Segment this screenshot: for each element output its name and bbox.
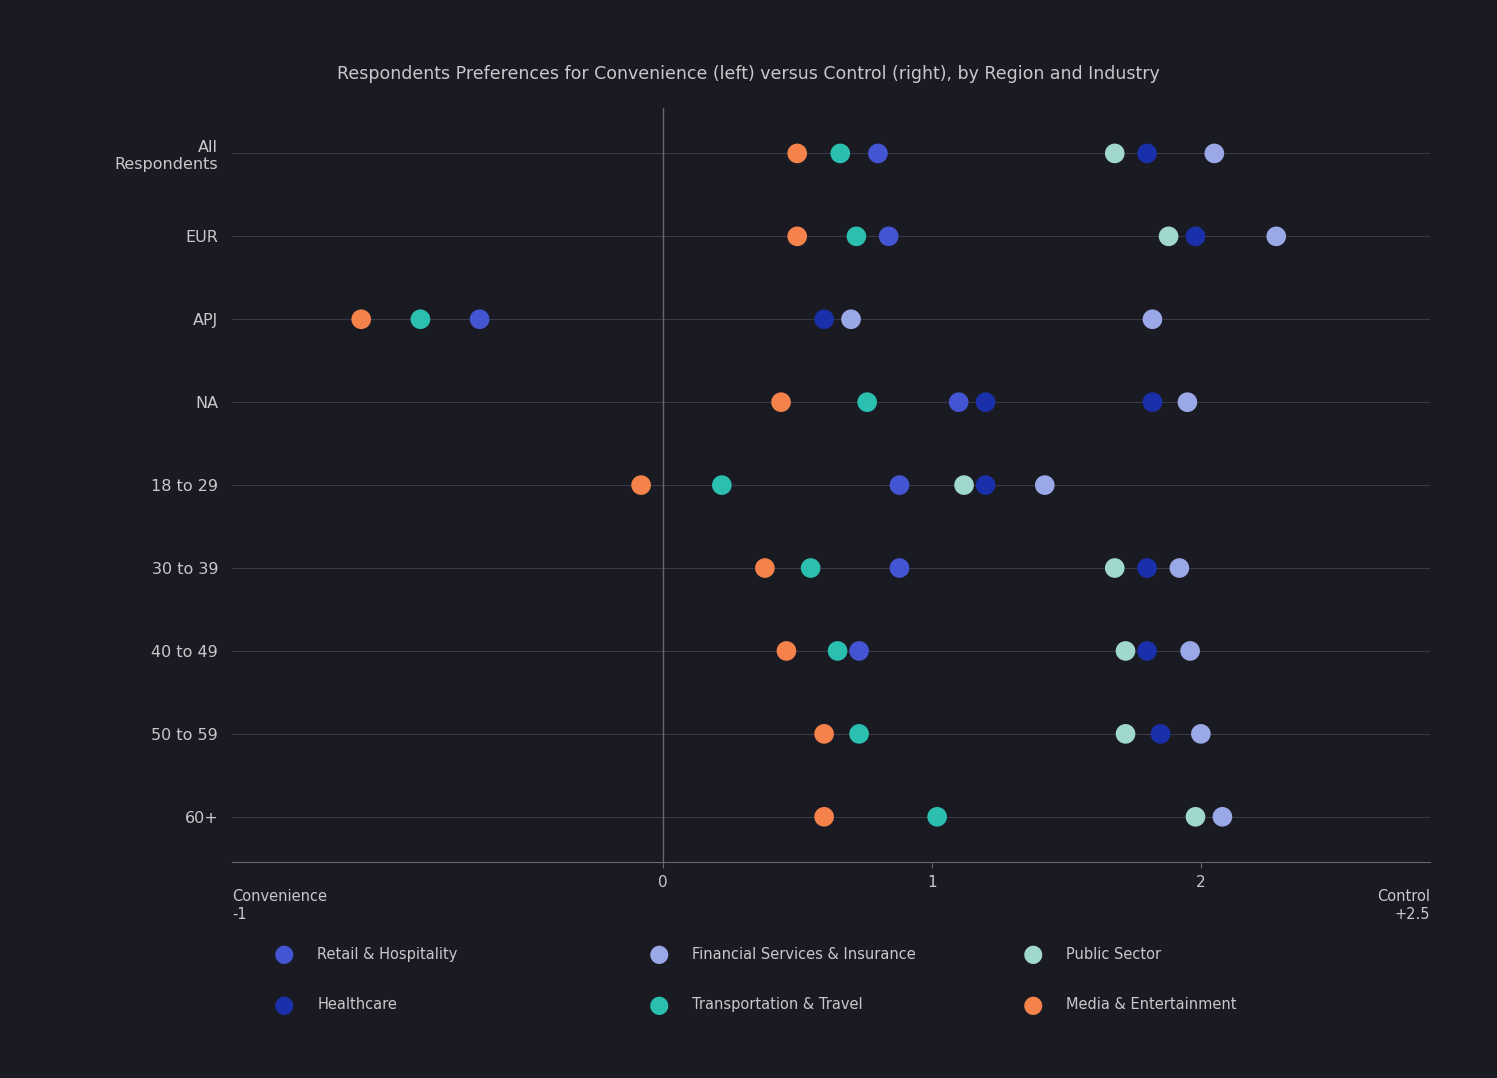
Point [973,476,997,494]
Point [838,310,862,328]
Point [467,310,491,328]
Point [1135,144,1159,162]
Point [629,476,653,494]
Point [952,476,976,494]
Point [1148,725,1172,743]
Text: ●: ● [274,993,295,1017]
Text: Media & Entertainment: Media & Entertainment [1066,997,1237,1012]
Point [847,725,871,743]
Point [813,725,837,743]
Point [813,310,837,328]
Point [946,393,970,411]
Point [813,808,837,826]
Point [1135,642,1159,660]
Point [786,144,810,162]
Point [710,476,734,494]
Text: ●: ● [648,942,669,966]
Point [1114,642,1138,660]
Point [925,808,949,826]
Point [1265,227,1289,245]
Point [1175,393,1199,411]
Point [1141,393,1165,411]
Text: Public Sector: Public Sector [1066,946,1162,962]
Point [1184,227,1208,245]
Point [825,642,849,660]
Text: Transportation & Travel: Transportation & Travel [692,997,862,1012]
Text: Retail & Hospitality: Retail & Hospitality [317,946,458,962]
Point [799,559,823,577]
Point [409,310,433,328]
Text: ●: ● [1022,942,1043,966]
Point [774,642,798,660]
Text: Control
+2.5: Control +2.5 [1377,889,1430,922]
Point [1141,310,1165,328]
Point [349,310,373,328]
Point [828,144,852,162]
Point [973,393,997,411]
Point [1157,227,1181,245]
Point [1114,725,1138,743]
Point [844,227,868,245]
Point [1184,808,1208,826]
Point [888,559,912,577]
Point [855,393,879,411]
Point [769,393,793,411]
Text: Healthcare: Healthcare [317,997,397,1012]
Point [1202,144,1226,162]
Text: Financial Services & Insurance: Financial Services & Insurance [692,946,915,962]
Point [1211,808,1235,826]
Point [1103,559,1127,577]
Point [877,227,901,245]
Point [1189,725,1213,743]
Point [865,144,889,162]
Text: Respondents Preferences for Convenience (left) versus Control (right), by Region: Respondents Preferences for Convenience … [337,65,1160,83]
Point [753,559,777,577]
Point [1178,642,1202,660]
Point [1033,476,1057,494]
Point [786,227,810,245]
Text: ●: ● [648,993,669,1017]
Point [1135,559,1159,577]
Point [847,642,871,660]
Text: ●: ● [1022,993,1043,1017]
Text: Convenience
-1: Convenience -1 [232,889,326,922]
Point [888,476,912,494]
Point [1168,559,1192,577]
Point [1103,144,1127,162]
Text: ●: ● [274,942,295,966]
